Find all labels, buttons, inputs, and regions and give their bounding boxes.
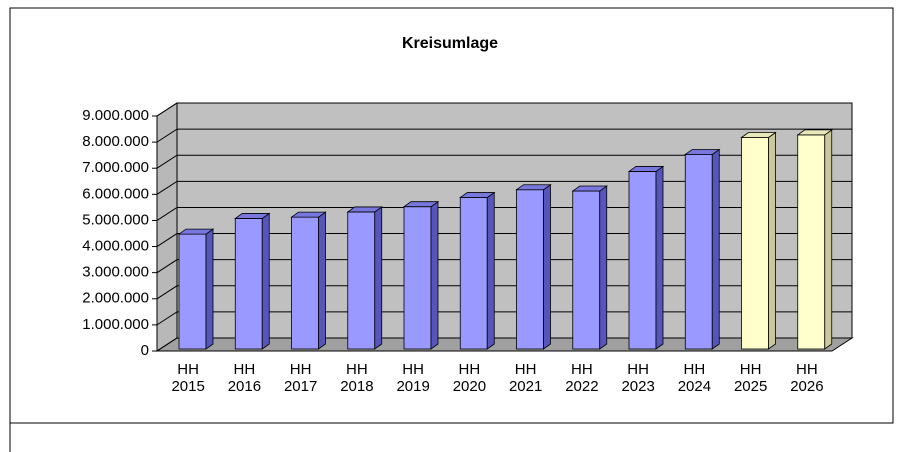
bar	[403, 206, 432, 350]
bar-side	[374, 206, 383, 350]
grid-line	[156, 154, 852, 169]
grid-line	[156, 285, 852, 300]
x-tick-label: HH 2025	[733, 361, 768, 395]
bar-side	[599, 185, 608, 350]
bar-side	[318, 211, 326, 350]
bar-top	[515, 184, 552, 191]
x-tick-label: HH 2021	[508, 361, 543, 395]
bar-top	[627, 166, 665, 172]
x-tick-label: HH 2024	[677, 361, 712, 395]
grid-line	[156, 337, 852, 352]
bar-top	[796, 129, 833, 136]
bar	[572, 190, 601, 350]
grid-line	[156, 128, 852, 143]
grid-line	[156, 102, 852, 117]
chart-title: Kreisumlage	[402, 35, 498, 52]
grid-line	[156, 233, 852, 247]
x-tick-label: HH 2015	[171, 361, 205, 395]
y-tick-label: 5.000.000	[82, 211, 149, 228]
x-tick-label: HH 2019	[396, 361, 430, 395]
bar-top	[234, 213, 271, 219]
bar	[684, 154, 713, 350]
grid-line	[156, 259, 852, 274]
x-tick-label: HH 2022	[565, 361, 599, 395]
y-tick-label: 1.000.000	[82, 316, 149, 333]
y-tick-label: 7.000.000	[82, 159, 149, 176]
bar	[347, 211, 376, 350]
bar	[741, 137, 769, 350]
bar-side	[711, 148, 720, 350]
bar-top	[740, 132, 777, 138]
y-tick-label: 0	[141, 342, 149, 359]
grid-line	[156, 206, 852, 221]
bar-side	[261, 212, 270, 350]
bar-top	[459, 192, 496, 198]
x-tick-label: HH 2016	[227, 361, 262, 395]
y-tick-label: 9.000.000	[82, 107, 149, 124]
bar-side	[486, 191, 495, 350]
bar-top	[290, 211, 327, 218]
x-tick-label: HH 2017	[283, 361, 318, 395]
bar-top	[402, 201, 440, 208]
bar-side	[655, 165, 664, 350]
bar	[628, 171, 657, 350]
bar	[234, 218, 263, 350]
y-tick-label: 6.000.000	[82, 185, 149, 202]
x-tick-label: HH 2026	[790, 361, 824, 395]
grid-line	[156, 311, 852, 326]
bar-side	[430, 200, 439, 350]
y-tick-label: 3.000.000	[82, 264, 149, 281]
y-tick-label: 4.000.000	[82, 238, 149, 255]
x-tick-label: HH 2023	[621, 361, 655, 395]
bar-top	[571, 185, 608, 192]
x-tick-label: HH 2020	[452, 361, 487, 395]
grid-line	[156, 180, 852, 195]
bar-side	[205, 228, 214, 350]
bar-side	[824, 129, 833, 350]
y-tick-label: 8.000.000	[82, 133, 149, 150]
bar-top	[684, 149, 721, 155]
bar-top	[346, 206, 383, 213]
bar	[291, 216, 319, 350]
chart-frame	[9, 7, 894, 452]
x-tick-label: HH 2018	[340, 361, 374, 395]
bar	[178, 233, 207, 350]
bar-side	[543, 183, 551, 350]
bar-side	[768, 131, 776, 350]
y-tick-label: 2.000.000	[82, 290, 149, 307]
bar	[516, 189, 544, 350]
bar-top	[177, 228, 215, 235]
bar	[459, 197, 488, 350]
bar	[797, 134, 826, 350]
